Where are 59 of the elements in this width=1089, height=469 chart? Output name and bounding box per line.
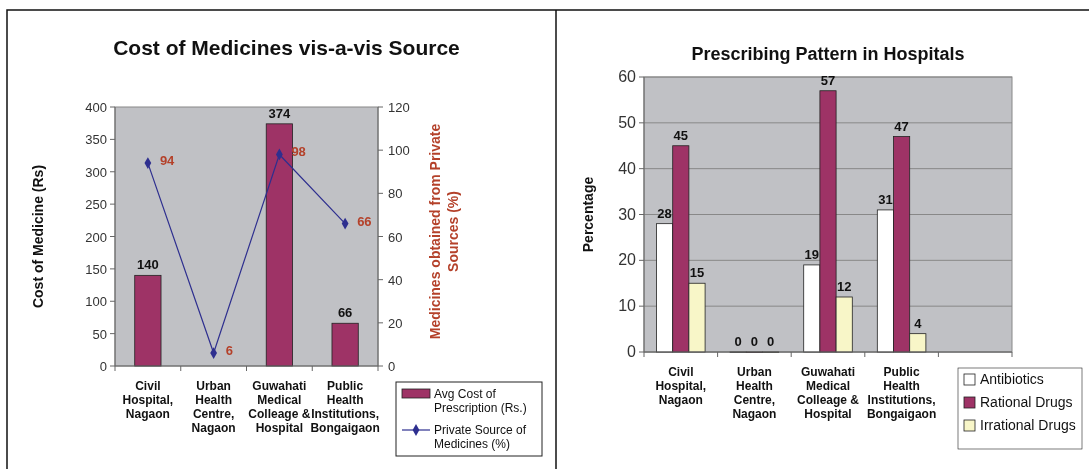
- data-label: 4: [914, 315, 923, 331]
- x-tick-label: Urban Health Centre, Nagaon: [191, 379, 236, 435]
- y-tick-label: 0: [627, 343, 637, 360]
- y-tick-label: 0: [99, 359, 107, 374]
- data-label: 19: [804, 246, 820, 262]
- data-label: 66: [357, 213, 372, 229]
- y-axis-title: Cost of Medicine (Rs): [30, 164, 46, 309]
- data-label: 15: [689, 265, 705, 281]
- data-label: 94: [159, 153, 176, 169]
- data-label: 12: [836, 279, 852, 294]
- x-tick-label: Public Health Institutions, Bongaigaon: [866, 365, 937, 421]
- y-tick-label: 20: [618, 251, 637, 269]
- data-label: 31: [878, 191, 893, 207]
- data-label: 0: [766, 334, 775, 349]
- data-label: 57: [820, 72, 836, 88]
- y-tick-label: 300: [85, 164, 107, 180]
- y-tick-label: 60: [618, 68, 637, 85]
- data-label: 47: [894, 118, 909, 134]
- y-tick-label: 40: [618, 159, 637, 177]
- x-tick-label: Guwahati Medical Colleage & Hospital: [248, 379, 311, 435]
- y2-tick-label: 60: [388, 229, 403, 245]
- x-tick-label: Civil Hospital, Nagaon: [655, 365, 707, 407]
- x-tick-label: Civil Hospital, Nagaon: [122, 379, 174, 421]
- y-axis-title: Percentage: [580, 176, 596, 253]
- x-tick-label: Guwahati Medical Colleage & Hospital: [796, 365, 860, 421]
- y-tick-label: 250: [85, 197, 107, 213]
- y2-axis-title: Medicines obtained from Private Sources (%): [427, 123, 461, 340]
- y2-tick-label: 40: [388, 272, 403, 288]
- legend-label: Irrational Drugs: [980, 417, 1076, 433]
- y-tick-label: 350: [85, 132, 107, 148]
- y2-tick-label: 0: [388, 359, 396, 374]
- y-tick-label: 400: [85, 100, 107, 115]
- y-tick-label: 200: [85, 229, 107, 245]
- y2-tick-label: 120: [388, 100, 410, 115]
- legend-label: Avg Cost of Prescription (Rs.): [434, 387, 527, 415]
- chart-title: Prescribing Pattern in Hospitals: [691, 44, 965, 64]
- chart-title: Cost of Medicines vis-a-vis Source: [113, 36, 460, 59]
- data-label: 0: [750, 334, 759, 349]
- y2-tick-label: 20: [388, 315, 403, 331]
- y2-tick-label: 80: [388, 186, 403, 202]
- y-tick-label: 30: [618, 205, 637, 223]
- y-tick-label: 100: [85, 294, 107, 310]
- data-label: 45: [673, 127, 689, 143]
- y-tick-label: 50: [92, 326, 107, 342]
- data-label: 6: [225, 343, 233, 359]
- y-tick-label: 150: [85, 261, 107, 277]
- legend-label: Rational Drugs: [980, 394, 1073, 410]
- data-label: 28: [657, 205, 672, 221]
- x-tick-label: Urban Health Centre, Nagaon: [732, 365, 777, 421]
- legend-label: Private Source of Medicines (%): [434, 423, 527, 451]
- y-tick-label: 50: [618, 113, 637, 131]
- x-tick-label: Public Health Institutions, Bongaigaon: [310, 379, 380, 435]
- legend-label: Antibiotics: [980, 371, 1044, 387]
- y2-tick-label: 100: [388, 143, 410, 159]
- data-label: 374: [268, 105, 291, 121]
- data-label: 140: [137, 257, 159, 273]
- data-label: 0: [734, 334, 742, 349]
- y-tick-label: 10: [618, 297, 637, 315]
- data-label: 66: [337, 305, 353, 321]
